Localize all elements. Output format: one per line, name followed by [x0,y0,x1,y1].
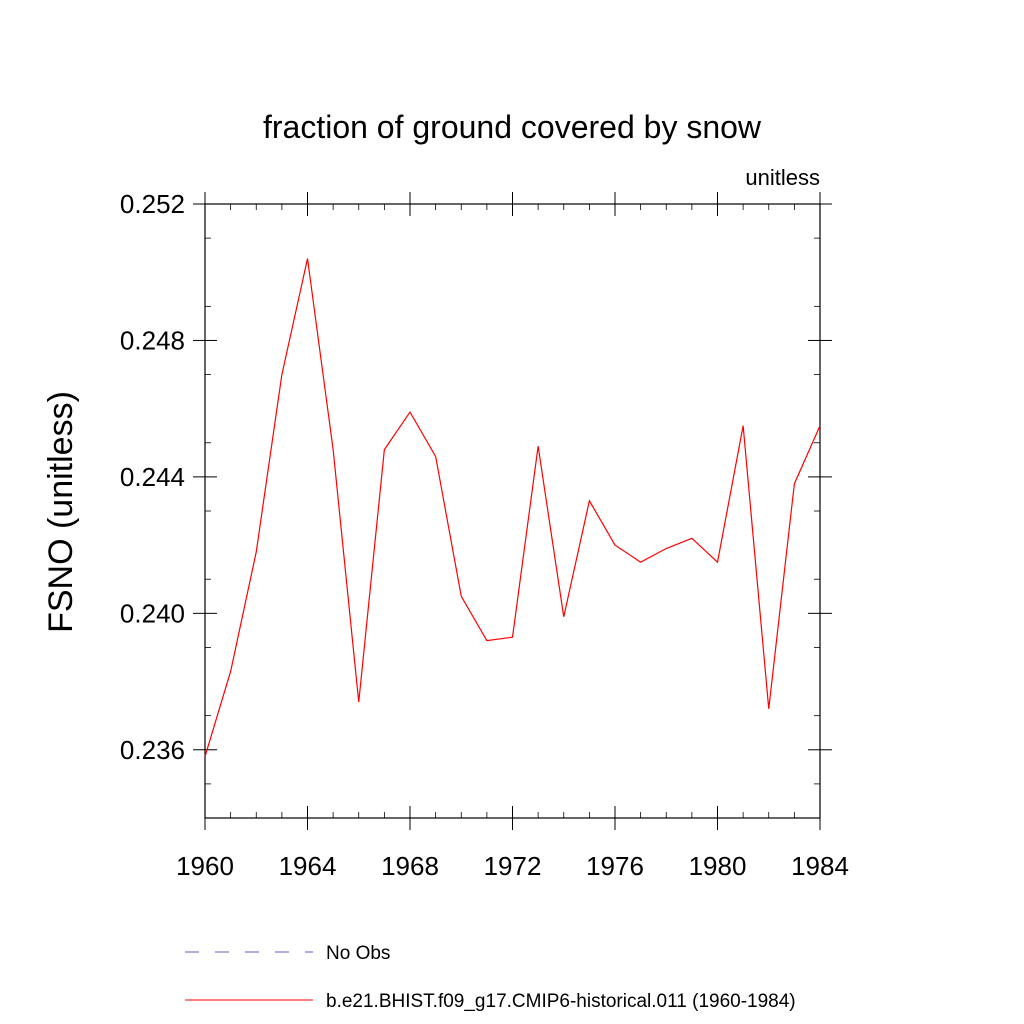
x-tick-label: 1968 [381,851,439,881]
chart-title: fraction of ground covered by snow [263,109,762,145]
x-tick-label: 1976 [586,851,644,881]
series-layer [204,258,821,757]
series-line [204,258,821,757]
y-tick-label: 0.252 [120,189,185,219]
y-tick-label: 0.248 [120,325,185,355]
legend-label: b.e21.BHIST.f09_g17.CMIP6-historical.011… [326,991,796,1012]
y-tick-label: 0.240 [120,598,185,628]
y-tick-label: 0.244 [120,462,185,492]
x-tick-label: 1984 [791,851,849,881]
legend: No Obs b.e21.BHIST.f09_g17.CMIP6-historic… [185,943,796,1012]
x-tick-label: 1980 [689,851,747,881]
axis-ticks: 1960 1964 1968 1972 1976 1980 1984 0.236 0.240 0.… [120,189,849,881]
plot-frame [204,203,821,819]
x-tick-label: 1964 [279,851,337,881]
x-tick-label: 1960 [176,851,234,881]
x-tick-label: 1972 [484,851,542,881]
units-label: unitless [745,165,820,190]
y-axis-title: FSNO (unitless) [42,391,80,633]
y-tick-label: 0.236 [120,735,185,765]
legend-label: No Obs [326,943,390,964]
